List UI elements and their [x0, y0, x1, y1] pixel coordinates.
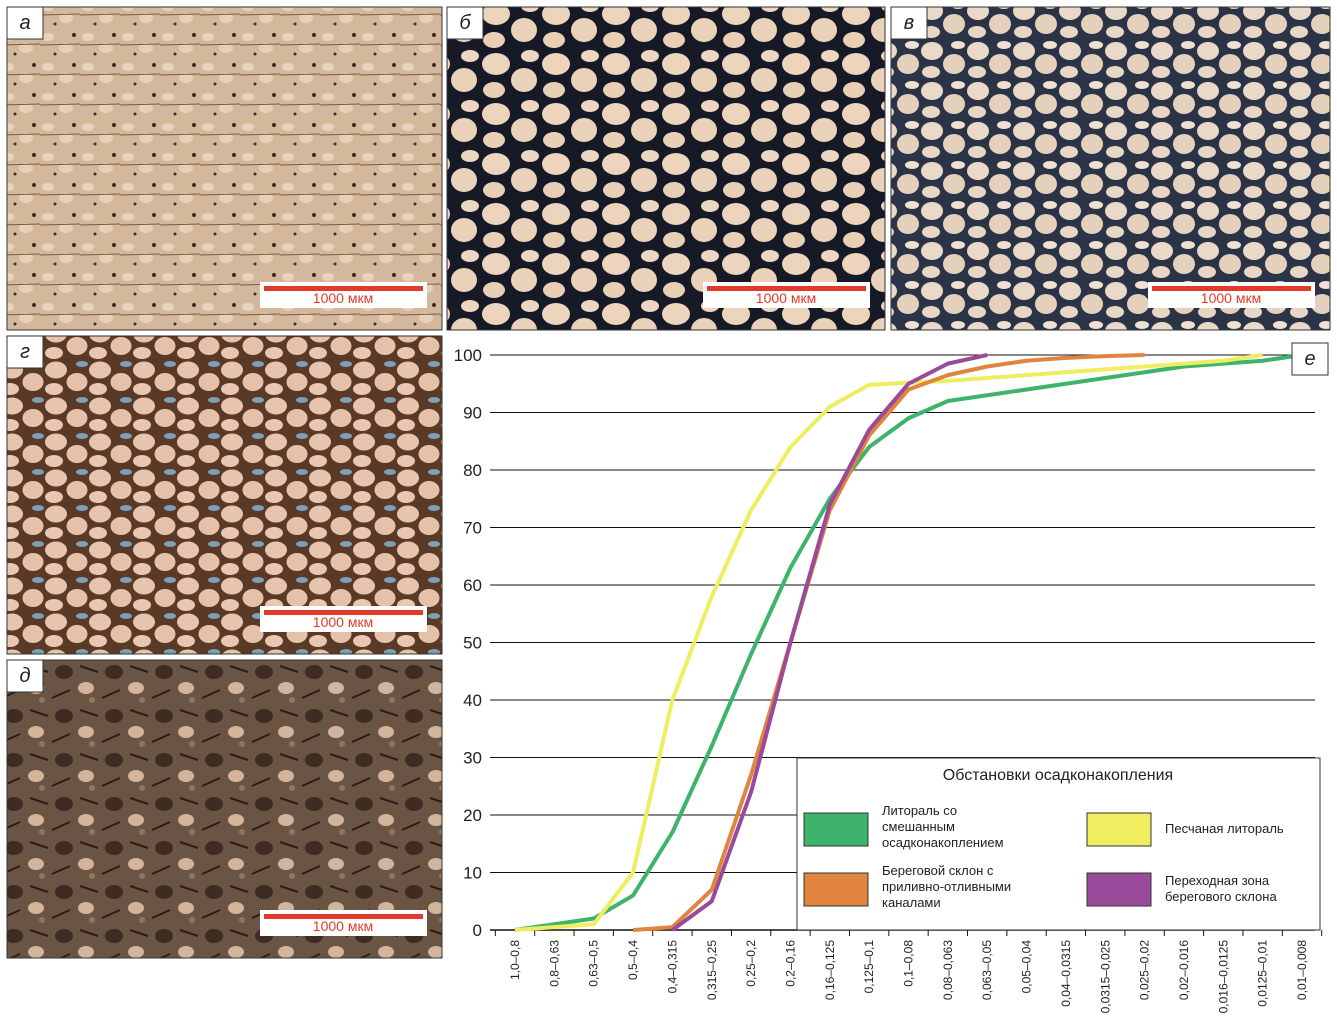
scale-label: 1000 мкм [313, 918, 373, 934]
legend-label: Переходная зона берегового склона [1165, 873, 1315, 905]
x-tick-label: 0,02–0,016 [1177, 940, 1191, 1000]
scale-label: 1000 мкм [1201, 290, 1261, 306]
scale-label: 1000 мкм [313, 290, 373, 306]
panel-label: б [459, 12, 471, 34]
x-tick-label: 0,01–0,008 [1295, 940, 1309, 1000]
figure: а1000 мкмб1000 мкмв1000 мкмг1000 мкмд100… [0, 0, 1337, 1034]
legend-label: Литораль со смешанным осадконакоплением [882, 803, 1012, 851]
panel-label: в [904, 12, 914, 34]
x-tick-label: 0,63–0,5 [587, 940, 601, 987]
panel-label: г [20, 341, 30, 363]
x-tick-label: 0,4–0,315 [665, 940, 679, 994]
x-tick-label: 0,5–0,4 [626, 940, 640, 980]
chart: а1000 мкмб1000 мкмв1000 мкмг1000 мкмд100… [0, 0, 1337, 1034]
x-tick-label: 0,063–0,05 [980, 940, 994, 1000]
legend-swatch [1087, 813, 1151, 846]
photo [447, 7, 885, 330]
legend-swatch [1087, 873, 1151, 906]
photo [891, 7, 1330, 330]
x-tick-label: 1,0–0,8 [508, 940, 522, 980]
x-tick-label: 0,315–0,25 [705, 940, 719, 1000]
panel-label: а [19, 12, 30, 34]
y-tick-label: 30 [463, 749, 482, 768]
y-tick-label: 0 [473, 921, 482, 940]
x-tick-label: 0,2–0,16 [783, 940, 797, 987]
x-tick-label: 0,0315–0,025 [1098, 940, 1112, 1014]
scale-label: 1000 мкм [756, 290, 816, 306]
x-tick-label: 0,05–0,04 [1020, 940, 1034, 994]
legend-swatch [804, 873, 868, 906]
x-tick-label: 0,125–0,1 [862, 940, 876, 994]
legend-label: Береговой склон с приливно-отливными кан… [882, 863, 1012, 911]
y-tick-label: 80 [463, 461, 482, 480]
x-tick-label: 0,0125–0,01 [1256, 940, 1270, 1007]
y-tick-label: 40 [463, 691, 482, 710]
panel-label: д [19, 665, 30, 687]
legend-label: Песчаная литораль [1165, 821, 1315, 837]
y-tick-label: 70 [463, 519, 482, 538]
x-tick-label: 0,8–0,63 [547, 940, 561, 987]
y-tick-label: 10 [463, 864, 482, 883]
y-tick-label: 20 [463, 806, 482, 825]
x-tick-label: 0,025–0,02 [1138, 940, 1152, 1000]
x-tick-label: 0,16–0,125 [823, 940, 837, 1000]
photo [7, 7, 442, 330]
legend-title: Обстановки осадконакопления [943, 767, 1173, 784]
y-tick-label: 60 [463, 576, 482, 595]
y-tick-label: 90 [463, 404, 482, 423]
scale-label: 1000 мкм [313, 614, 373, 630]
x-tick-label: 0,016–0,0125 [1216, 940, 1230, 1014]
y-tick-label: 100 [454, 346, 482, 365]
x-tick-label: 0,04–0,0315 [1059, 940, 1073, 1007]
y-tick-label: 50 [463, 634, 482, 653]
legend-swatch [804, 813, 868, 846]
x-tick-label: 0,08–0,063 [941, 940, 955, 1000]
x-tick-label: 0,25–0,2 [744, 940, 758, 987]
panel-label: е [1304, 348, 1315, 370]
x-tick-label: 0,1–0,08 [902, 940, 916, 987]
